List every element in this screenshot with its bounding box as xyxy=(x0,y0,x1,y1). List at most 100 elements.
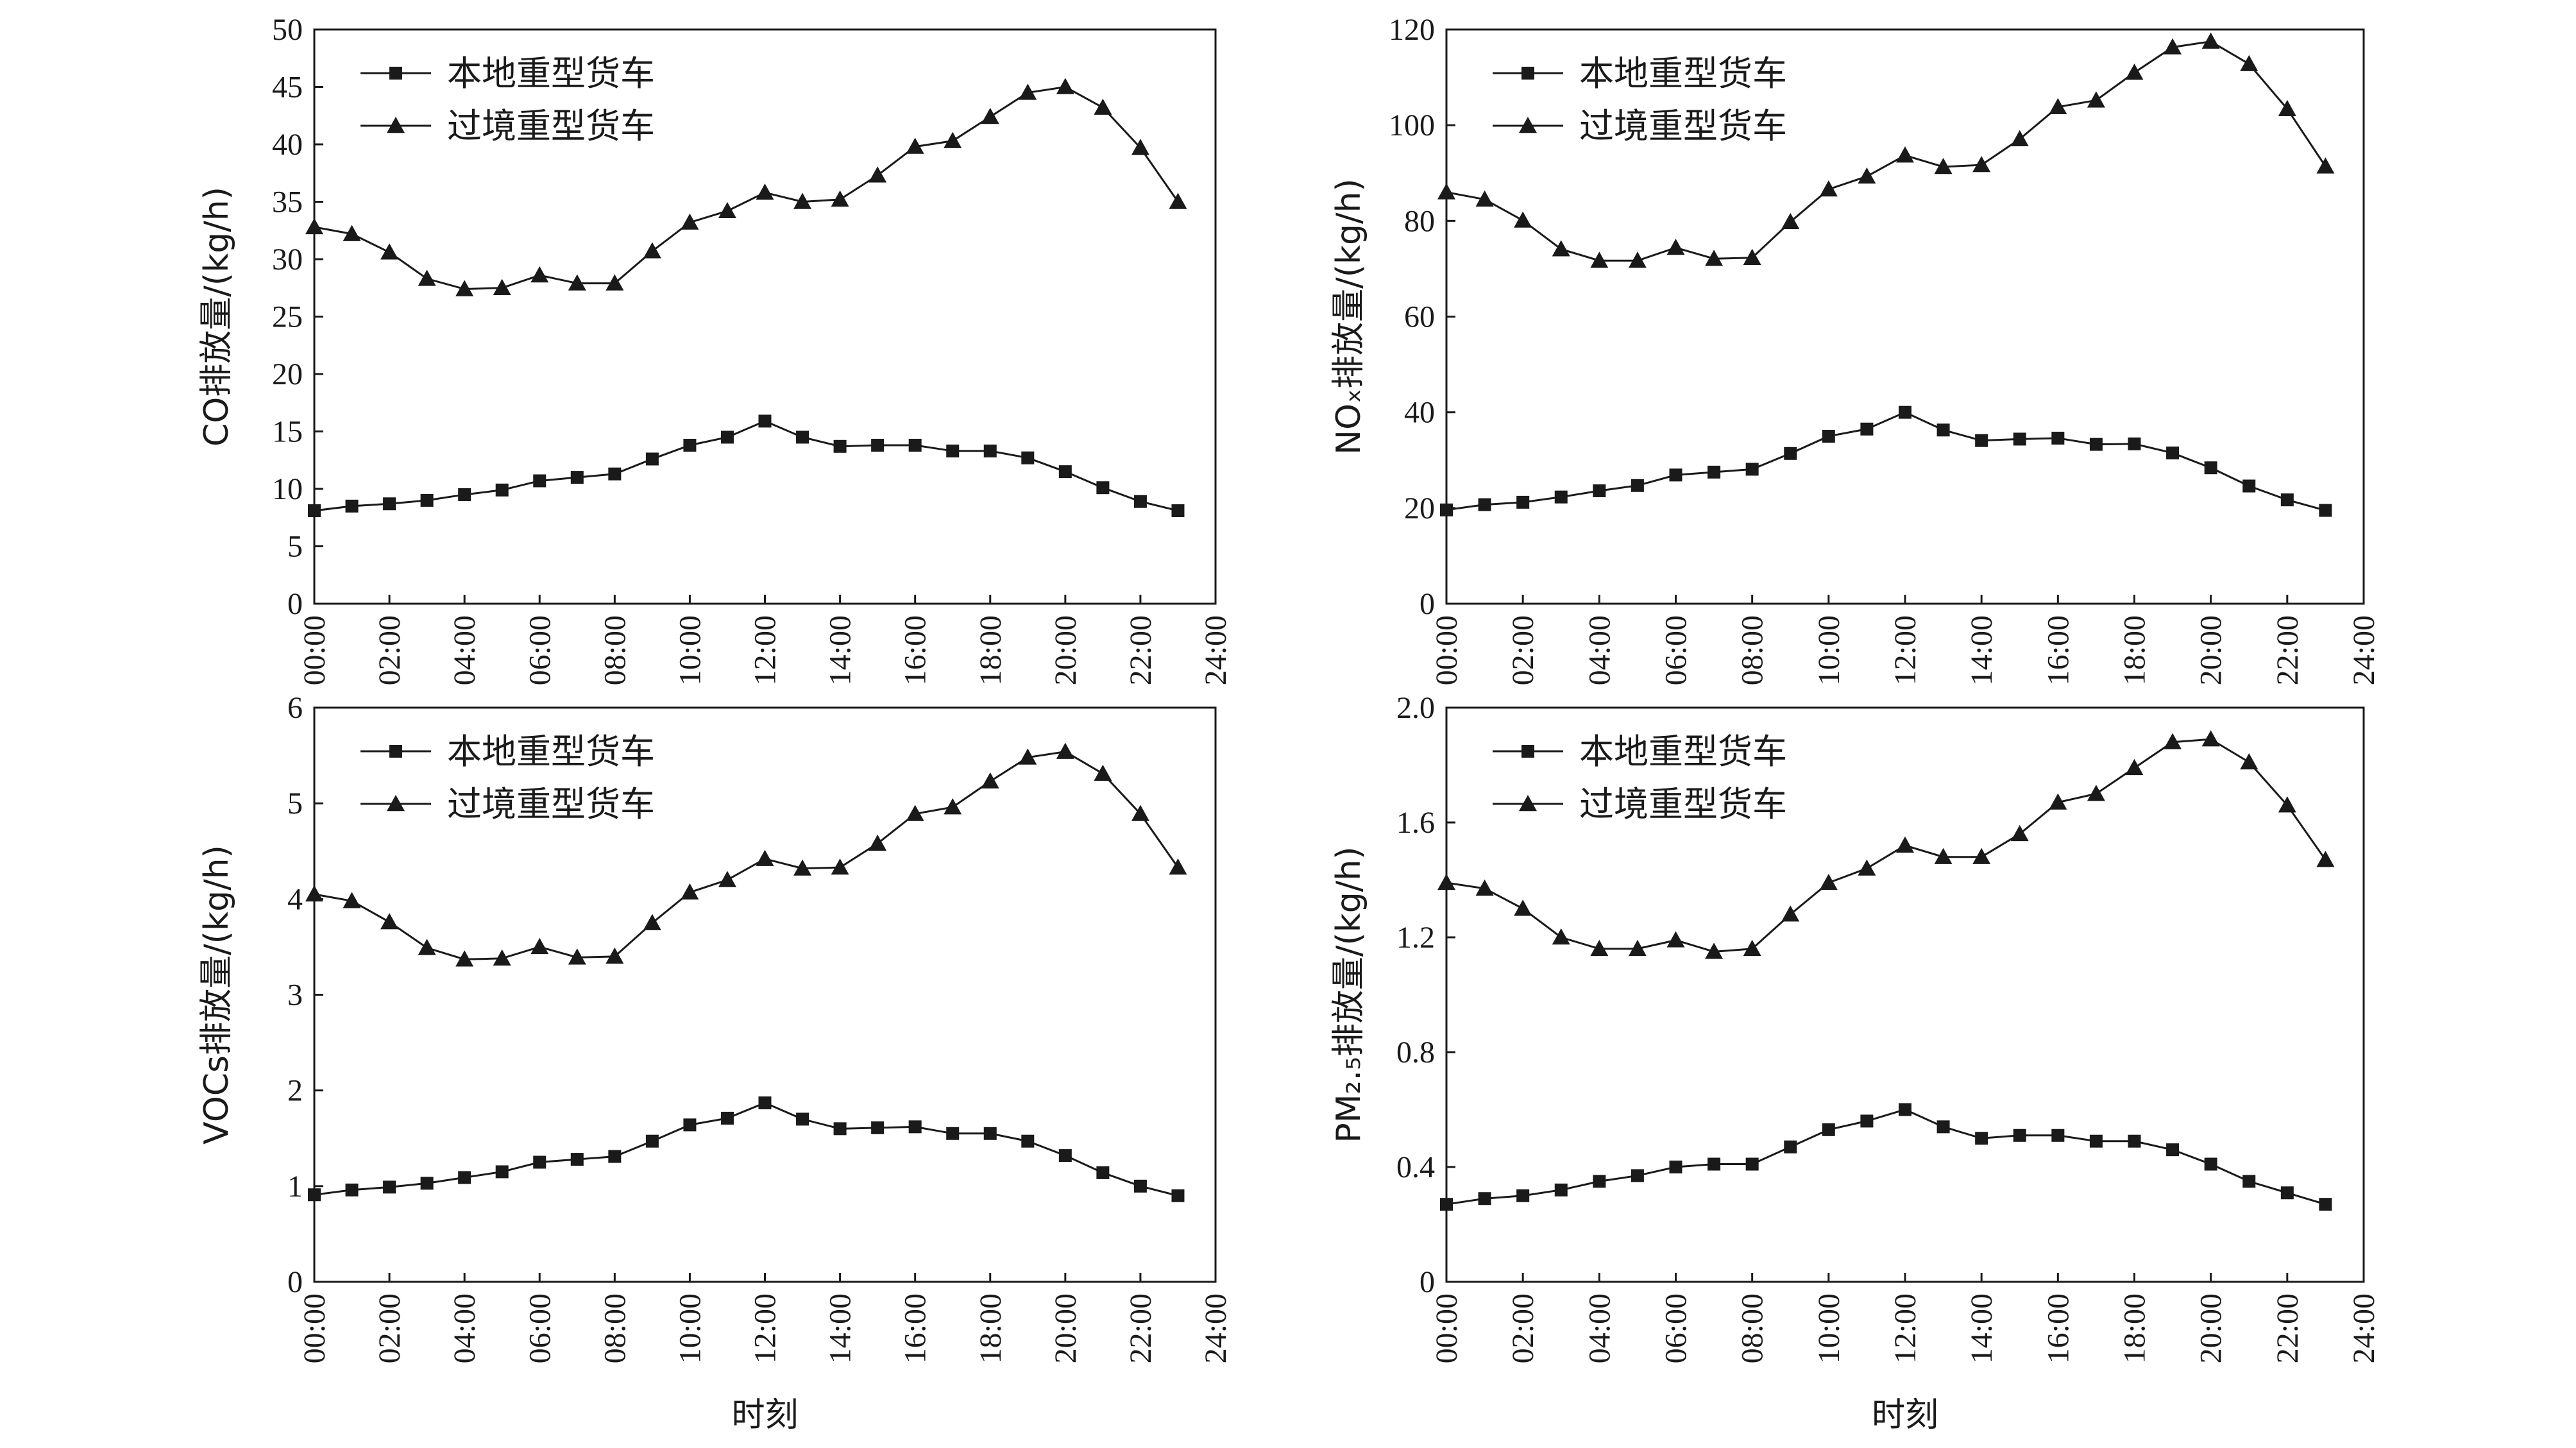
data-point xyxy=(1514,899,1532,916)
data-point xyxy=(606,947,624,964)
x-tick-label: 02:00 xyxy=(1506,1293,1540,1363)
y-tick-label: 0 xyxy=(1419,587,1435,621)
data-point xyxy=(1975,1132,1988,1145)
x-tick-label: 02:00 xyxy=(373,615,407,685)
data-point xyxy=(2164,733,2182,749)
data-point xyxy=(1822,1123,1835,1136)
series-transit xyxy=(305,742,1187,967)
data-point xyxy=(530,937,549,955)
data-point xyxy=(1133,495,1147,508)
data-point xyxy=(2319,504,2332,517)
data-point xyxy=(1707,1157,1721,1171)
data-point xyxy=(718,871,736,887)
legend-label: 本地重型货车 xyxy=(447,731,655,772)
chart-vocs: 0 1 2 3 4 5 6 00:00 02:00 04:00 06:00 08:00 10:00 12:… xyxy=(198,691,1233,1435)
data-point xyxy=(983,444,997,457)
x-tick-label: 20:00 xyxy=(2194,615,2228,685)
data-point xyxy=(906,805,924,821)
data-point xyxy=(2278,796,2296,813)
y-tick-label: 40 xyxy=(1404,396,1435,430)
data-point xyxy=(1552,240,1570,257)
data-point xyxy=(383,1180,396,1194)
y-tick-label: 100 xyxy=(1389,108,1435,142)
data-point xyxy=(683,438,697,452)
series-transit xyxy=(305,78,1187,296)
data-point xyxy=(2204,1157,2217,1171)
data-point xyxy=(1058,1149,1072,1163)
chart-co: 0 5 10 15 20 25 30 35 40 45 50 00:00 02:00 04:00 06:00… xyxy=(198,13,1233,685)
series-line xyxy=(1446,1108,2326,1205)
data-point xyxy=(1593,1175,1606,1188)
data-point xyxy=(2280,493,2294,507)
data-point xyxy=(1669,1161,1682,1173)
data-point xyxy=(720,1111,734,1125)
legend-label: 本地重型货车 xyxy=(447,53,655,94)
data-point xyxy=(1056,742,1074,759)
data-point xyxy=(1094,98,1112,115)
data-point xyxy=(2125,64,2144,80)
y-tick-label: 20 xyxy=(1404,491,1435,525)
legend-marker xyxy=(387,117,405,133)
data-point xyxy=(2201,32,2220,49)
y-tick-label: 0 xyxy=(1419,1265,1435,1299)
data-point xyxy=(793,859,812,876)
data-point xyxy=(643,914,661,930)
data-point xyxy=(1858,859,1876,876)
data-point xyxy=(1781,212,1800,230)
data-point xyxy=(645,452,659,466)
x-tick-label: 24:00 xyxy=(2347,615,2381,685)
x-tick-label: 08:00 xyxy=(1736,615,1770,685)
data-point xyxy=(1628,251,1647,268)
data-point xyxy=(2164,38,2182,55)
data-point xyxy=(681,213,699,230)
x-tick-label: 12:00 xyxy=(1888,615,1922,685)
data-point xyxy=(1131,139,1149,155)
legend-label: 过境重型货车 xyxy=(447,784,655,824)
chart-pm25: 0 0.4 0.8 1.2 1.6 2.0 00:00 02:00 04:00 06:00 08:0… xyxy=(1330,691,2381,1435)
data-point xyxy=(1437,873,1455,890)
data-point xyxy=(2201,730,2220,747)
data-point xyxy=(533,1155,547,1169)
data-point xyxy=(756,849,774,866)
data-point xyxy=(420,493,434,507)
data-point xyxy=(758,414,772,428)
x-tick-label: 18:00 xyxy=(974,615,1008,685)
x-tick-label: 00:00 xyxy=(1430,1293,1464,1363)
data-point xyxy=(1975,434,1988,447)
data-point xyxy=(2128,437,2141,450)
x-tick-label: 08:00 xyxy=(598,1293,632,1363)
series-line xyxy=(1446,411,2326,512)
data-point xyxy=(2316,157,2335,174)
data-point xyxy=(1819,180,1838,197)
legend-marker xyxy=(1521,745,1534,758)
y-tick-label: 50 xyxy=(272,13,303,47)
data-point xyxy=(831,190,849,207)
data-point xyxy=(1705,250,1724,266)
data-point xyxy=(1707,465,1721,479)
y-tick-label: 1.2 xyxy=(1396,921,1435,955)
data-point xyxy=(2316,851,2335,867)
data-point xyxy=(2278,99,2296,117)
data-point xyxy=(2010,824,2029,842)
data-point xyxy=(2242,1175,2256,1188)
y-tick-label: 30 xyxy=(272,243,303,277)
data-point xyxy=(495,1165,509,1179)
x-tick-label: 16:00 xyxy=(899,1293,933,1363)
data-point xyxy=(720,430,734,444)
data-point xyxy=(1169,192,1187,209)
legend-marker xyxy=(389,67,402,80)
legend-marker xyxy=(1519,795,1537,812)
data-point xyxy=(493,278,511,295)
x-tick-label: 02:00 xyxy=(1506,615,1540,685)
series-local xyxy=(1440,1103,2332,1211)
data-point xyxy=(305,885,323,902)
legend-item: 过境重型货车 xyxy=(360,106,655,146)
data-point xyxy=(345,499,359,513)
data-point xyxy=(2013,1129,2026,1142)
y-tick-label: 10 xyxy=(272,472,303,506)
x-tick-label: 04:00 xyxy=(1582,615,1616,685)
y-tick-label: 5 xyxy=(287,530,303,564)
legend-item: 过境重型货车 xyxy=(1493,784,1787,824)
x-tick-label: 22:00 xyxy=(1124,1293,1158,1363)
data-point xyxy=(1705,942,1724,959)
